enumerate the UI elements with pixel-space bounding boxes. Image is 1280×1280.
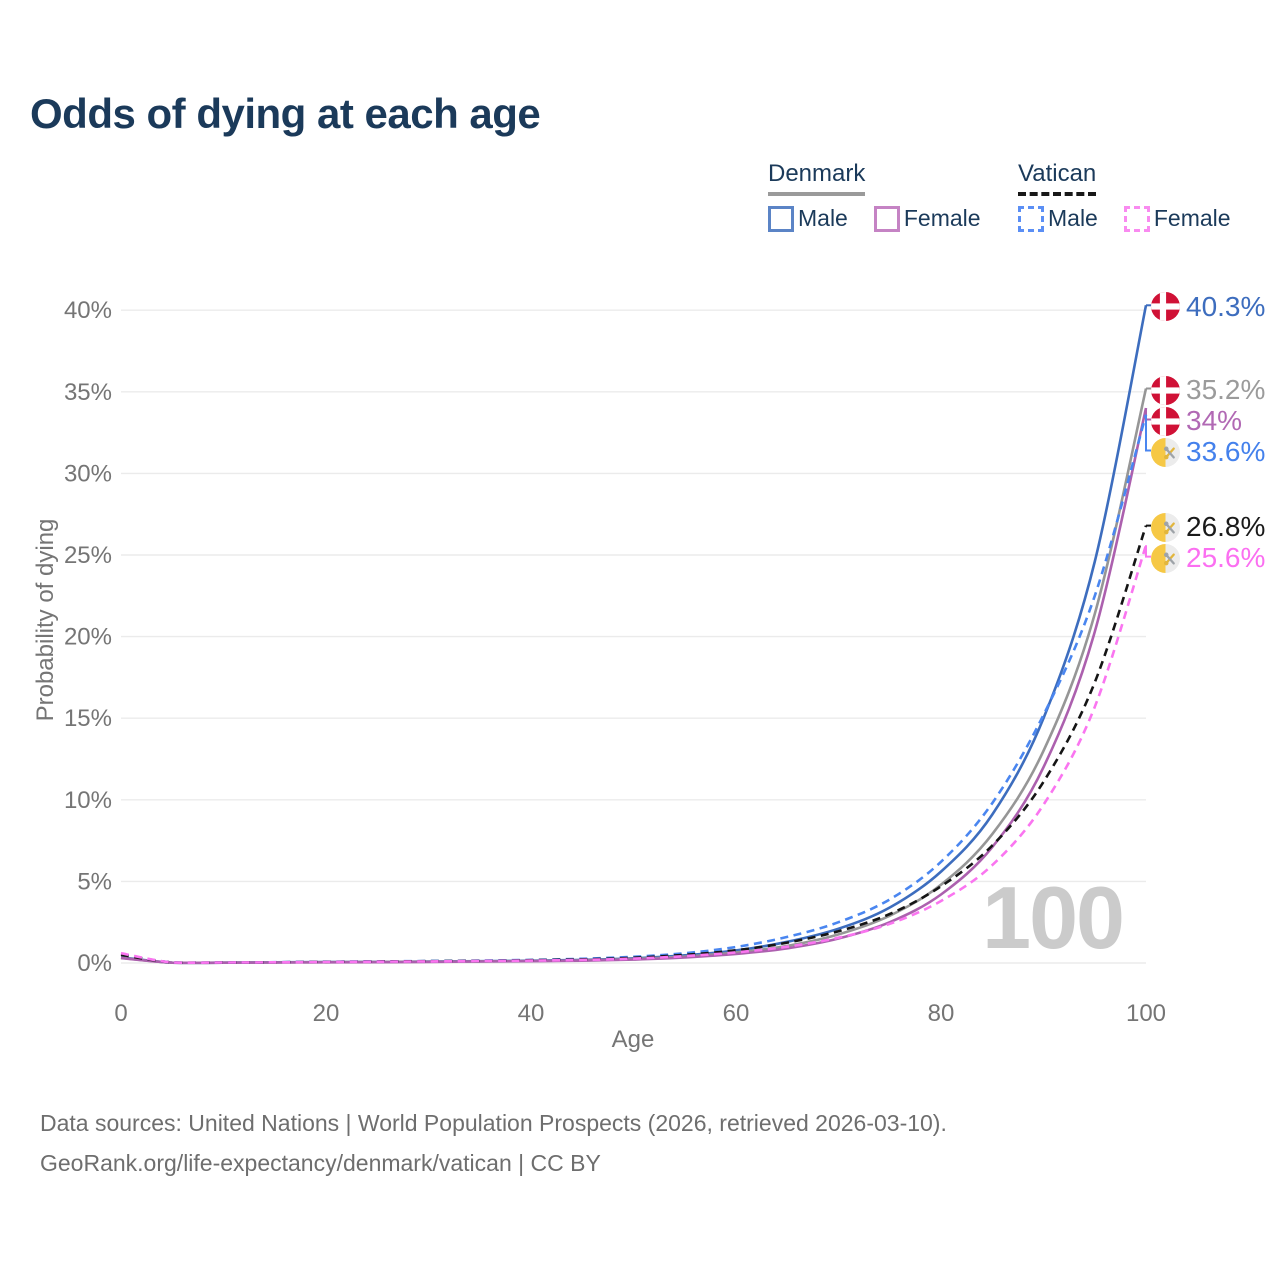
legend-label: Female bbox=[1153, 205, 1231, 231]
denmark-flag-icon bbox=[1151, 292, 1180, 322]
end-value: 25.6% bbox=[1186, 542, 1266, 574]
legend-label: Male bbox=[798, 205, 848, 231]
y-tick-label: 30% bbox=[64, 460, 112, 487]
denmark-flag-icon bbox=[1151, 375, 1180, 405]
y-tick-label: 10% bbox=[64, 787, 112, 814]
legend-item-denmark-female: Female bbox=[873, 205, 981, 232]
x-axis-title: Age bbox=[611, 1026, 655, 1053]
denmark-male-swatch-icon bbox=[768, 205, 794, 232]
legend-header-vatican: Vatican bbox=[1018, 160, 1097, 196]
end-value: 26.8% bbox=[1186, 511, 1266, 543]
end-label-denmark-male: 40.3% bbox=[1151, 291, 1265, 323]
x-tick-label: 80 bbox=[928, 1000, 955, 1027]
y-tick-label: 0% bbox=[77, 950, 112, 977]
legend-row-vatican: Male Female bbox=[1018, 205, 1231, 232]
legend-label: Male bbox=[1048, 205, 1098, 231]
legend-item-vatican-male: Male bbox=[1018, 205, 1098, 232]
legend-header-denmark: Denmark bbox=[768, 160, 866, 196]
data-source-line: Data sources: United Nations | World Pop… bbox=[40, 1110, 947, 1136]
end-value: 33.6% bbox=[1186, 436, 1266, 468]
legend-item-denmark-male: Male bbox=[768, 205, 848, 232]
curve-denmark-male bbox=[120, 305, 1148, 965]
denmark-flag-icon bbox=[1151, 406, 1180, 436]
end-label-vatican-female: 25.6% bbox=[1151, 542, 1265, 574]
y-axis-title: Probability of dying bbox=[32, 518, 59, 722]
end-value: 35.2% bbox=[1186, 374, 1266, 406]
legend-group-denmark: Denmark Male Female bbox=[768, 160, 981, 232]
vatican-flag-icon bbox=[1151, 437, 1180, 467]
legend-item-vatican-female: Female bbox=[1123, 205, 1231, 232]
end-value: 34% bbox=[1186, 405, 1243, 437]
curves bbox=[120, 305, 1148, 965]
legend-group-vatican: Vatican Male Female bbox=[1018, 160, 1231, 232]
page-title: Odds of dying at each age bbox=[30, 90, 541, 137]
vatican-male-swatch-icon bbox=[1018, 205, 1044, 232]
x-tick-label: 20 bbox=[313, 1000, 340, 1027]
vatican-flag-icon bbox=[1151, 543, 1180, 573]
denmark-female-swatch-icon bbox=[873, 205, 900, 232]
y-tick-label: 5% bbox=[77, 868, 112, 895]
vatican-flag-icon bbox=[1151, 512, 1180, 542]
y-tick-label: 25% bbox=[64, 542, 112, 569]
x-tick-label: 0 bbox=[114, 1000, 127, 1027]
attribution-line: GeoRank.org/life-expectancy/denmark/vati… bbox=[40, 1150, 601, 1176]
x-tick-label: 40 bbox=[518, 1000, 545, 1027]
age-watermark: 100 bbox=[982, 868, 1125, 967]
y-tick-label: 15% bbox=[64, 705, 112, 732]
x-tick-label: 60 bbox=[723, 1000, 750, 1027]
end-label-denmark-both-sexes: 35.2% bbox=[1151, 374, 1265, 406]
x-tick-label: 100 bbox=[1126, 1000, 1166, 1027]
y-tick-label: 20% bbox=[64, 624, 112, 651]
y-tick-label: 35% bbox=[64, 379, 112, 406]
end-label-denmark-female: 34% bbox=[1151, 405, 1242, 437]
end-label-vatican-both-sexes: 26.8% bbox=[1151, 511, 1265, 543]
end-value: 40.3% bbox=[1186, 290, 1266, 322]
end-label-vatican-male: 33.6% bbox=[1151, 436, 1265, 468]
vatican-female-swatch-icon bbox=[1123, 205, 1150, 232]
legend-row-denmark: Male Female bbox=[768, 205, 981, 232]
y-tick-label: 40% bbox=[64, 297, 112, 324]
legend-label: Female bbox=[903, 205, 981, 231]
